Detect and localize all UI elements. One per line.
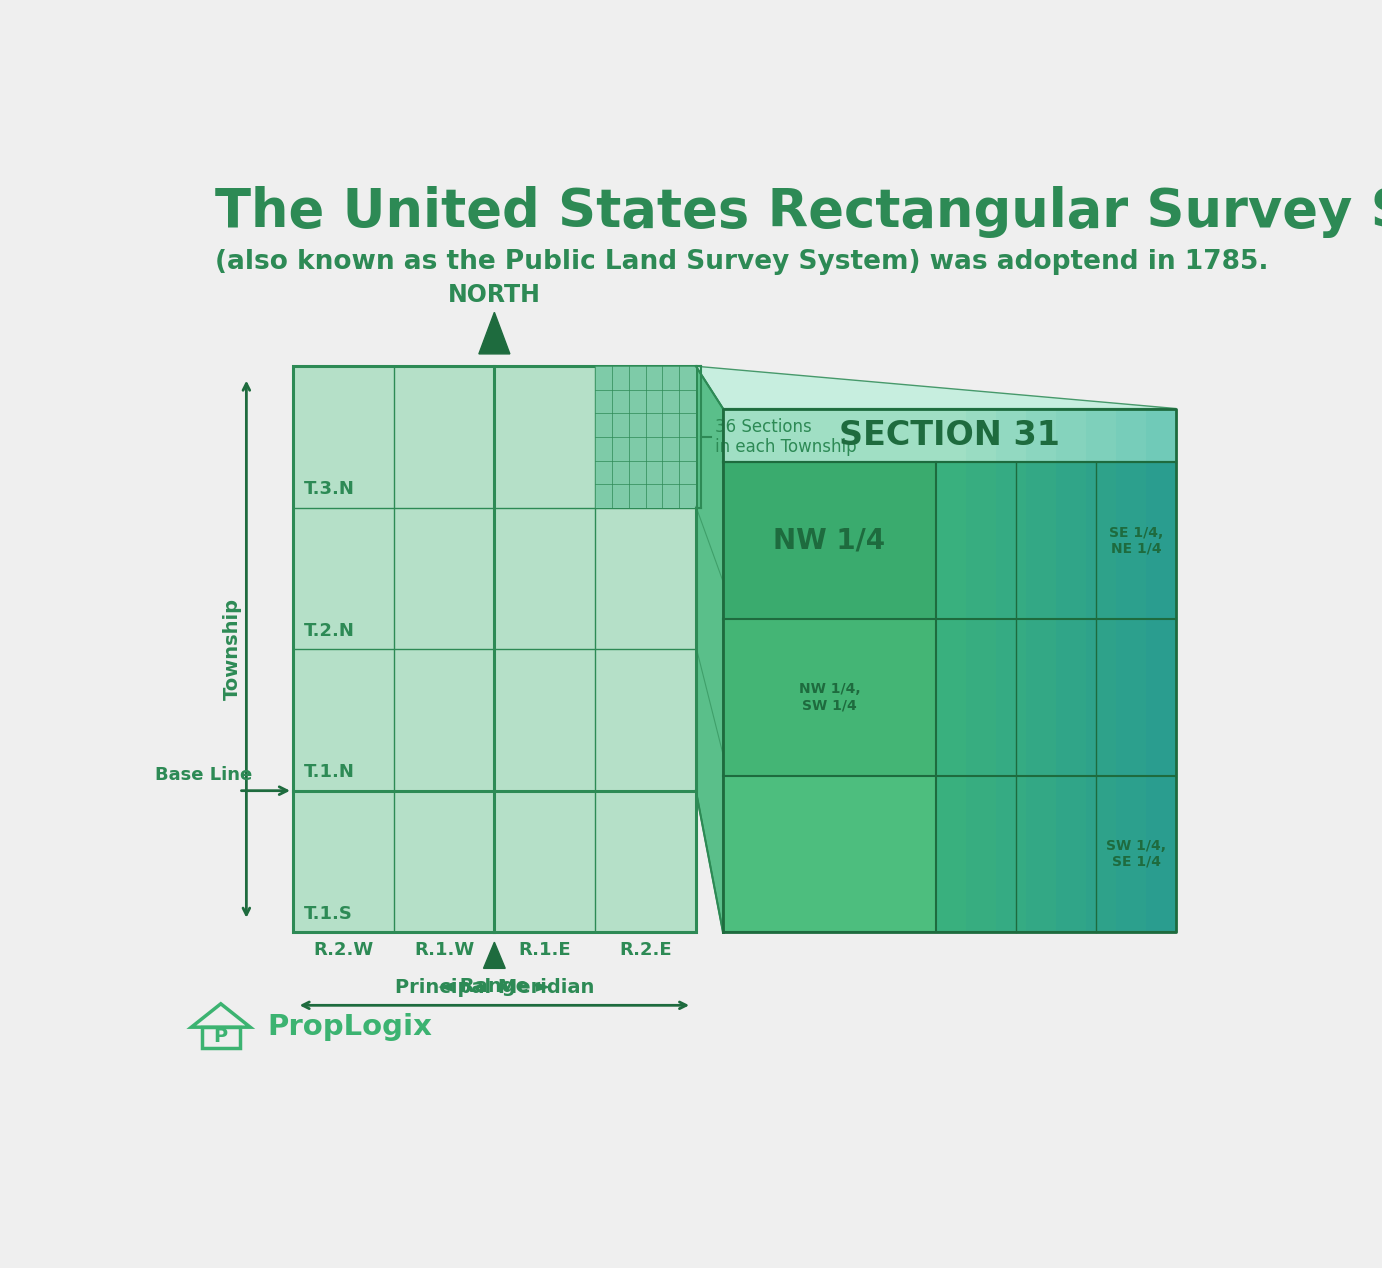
Bar [936,619,966,776]
Bar [1086,619,1117,776]
Bar [1086,463,1117,619]
Text: T.1.S: T.1.S [304,905,352,923]
Bar [723,408,1176,463]
Bar [596,366,697,507]
Text: Township: Township [223,598,242,700]
Bar [1146,463,1176,619]
Bar [936,776,1176,932]
Bar [966,408,996,463]
Polygon shape [484,942,506,969]
Bar [293,366,697,932]
Text: R.2.W: R.2.W [314,941,373,960]
Text: R.1.W: R.1.W [413,941,474,960]
Bar [936,463,1176,619]
Bar [1117,408,1146,463]
Bar [1027,408,1056,463]
Bar [1027,619,1056,776]
Bar [936,619,1176,776]
Bar [202,1027,240,1047]
Bar [966,463,996,619]
Text: T.2.N: T.2.N [304,623,355,640]
Text: SECTION 31: SECTION 31 [839,418,1060,451]
Bar [1117,463,1146,619]
Text: 36 Sections
in each Township: 36 Sections in each Township [716,417,857,456]
Text: PropLogix: PropLogix [267,1013,433,1041]
Bar [1146,408,1176,463]
Text: NORTH: NORTH [448,283,540,307]
Bar [723,463,936,619]
Polygon shape [697,366,723,932]
Text: SE 1/4,
NE 1/4: SE 1/4, NE 1/4 [1110,526,1164,555]
Text: ◄ Range ►: ◄ Range ► [438,978,551,997]
Bar [996,463,1027,619]
Text: R.2.E: R.2.E [619,941,672,960]
Text: NW 1/4: NW 1/4 [774,526,886,555]
Bar [1146,619,1176,776]
Bar [1056,776,1086,932]
Bar [293,366,697,932]
Bar [936,408,966,463]
Bar [996,408,1027,463]
Bar [996,776,1027,932]
Bar [1056,408,1086,463]
Bar [966,776,996,932]
Bar [936,776,966,932]
Text: The United States Rectangular Survey System: The United States Rectangular Survey Sys… [216,186,1382,238]
Bar [1056,619,1086,776]
Polygon shape [480,312,510,354]
Text: NW 1/4,
SW 1/4: NW 1/4, SW 1/4 [799,682,861,713]
Bar [1027,463,1056,619]
Bar [1086,408,1117,463]
Text: (also known as the Public Land Survey System) was adoptend in 1785.: (also known as the Public Land Survey Sy… [216,250,1269,275]
Bar [723,776,936,932]
Bar [1117,776,1146,932]
Bar [966,619,996,776]
Bar [1027,776,1056,932]
Bar [723,619,936,776]
Bar [936,463,966,619]
Text: SW 1/4,
SE 1/4: SW 1/4, SE 1/4 [1107,839,1166,869]
Text: T.3.N: T.3.N [304,481,355,498]
Text: Principal Meridian: Principal Meridian [395,979,594,998]
Text: R.1.E: R.1.E [518,941,571,960]
Bar [1117,619,1146,776]
Bar [1146,776,1176,932]
Bar [1056,463,1086,619]
Polygon shape [697,366,1176,408]
Text: P: P [214,1027,228,1046]
Text: Base Line: Base Line [155,766,253,784]
Bar [996,619,1027,776]
Text: T.1.N: T.1.N [304,763,355,781]
Bar [1086,776,1117,932]
